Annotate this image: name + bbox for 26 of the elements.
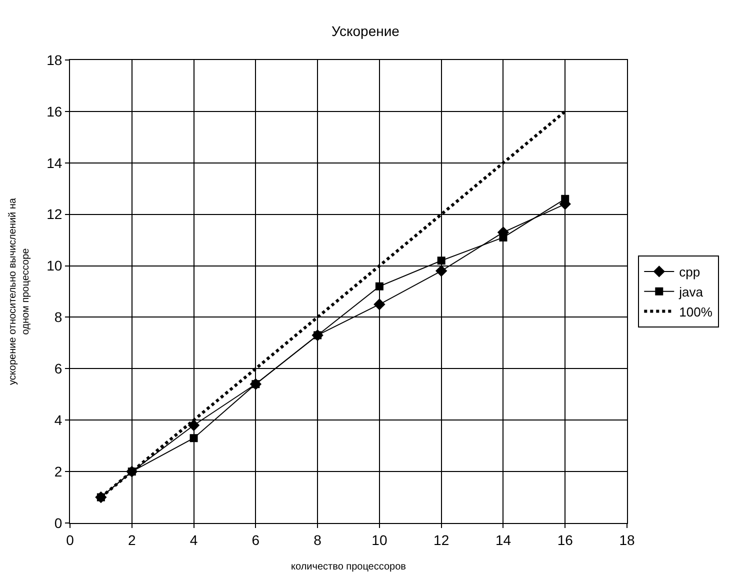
y-tick-label: 4: [54, 412, 62, 428]
legend-label: 100%: [679, 304, 713, 320]
x-tick-label: 16: [557, 532, 574, 548]
y-tick-label: 6: [54, 360, 62, 377]
y-tick-label: 10: [46, 258, 62, 274]
x-tick-label: 8: [314, 532, 322, 548]
y-axis-title: ускорение относительно вычислений на одном процессоре: [8, 198, 32, 385]
y-tick-label: 8: [54, 309, 62, 326]
y-tick-label: 16: [46, 103, 62, 120]
legend-label: java: [678, 284, 704, 300]
y-tick-label: 0: [54, 514, 62, 531]
x-tick-label: 14: [495, 532, 512, 548]
x-tick-label: 4: [190, 532, 198, 548]
x-tick-label: 18: [619, 532, 635, 548]
y-tick-label: 18: [46, 52, 62, 68]
x-tick-label: 0: [66, 532, 74, 548]
x-tick-label: 12: [434, 532, 450, 548]
y-tick-label: 12: [46, 206, 62, 222]
legend-label: cpp: [679, 264, 700, 280]
x-axis-title: количество процессоров: [291, 561, 406, 572]
x-tick-label: 2: [128, 532, 136, 548]
x-tick-label: 6: [252, 532, 260, 548]
chart-title: Ускорение: [332, 22, 400, 39]
x-tick-label: 10: [372, 532, 388, 548]
y-tick-label: 14: [46, 154, 62, 171]
y-tick-label: 2: [54, 463, 62, 480]
